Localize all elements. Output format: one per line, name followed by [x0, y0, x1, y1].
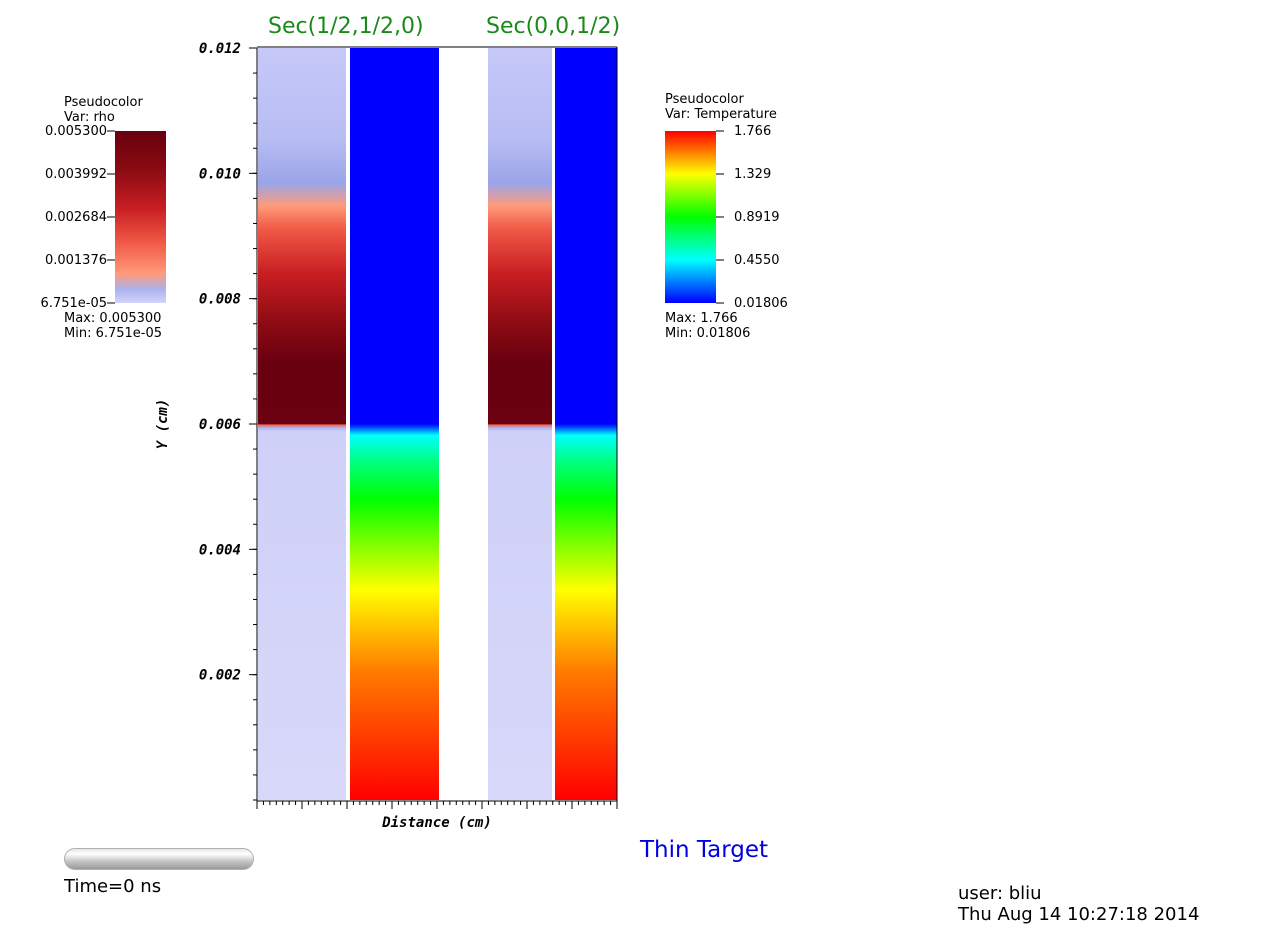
y-axis-tick-labels: 0.012 0.010 0.008 0.006 0.004 0.002	[199, 41, 241, 684]
y-axis-label: Y (cm)	[155, 399, 171, 450]
temperature-legend-var: Var: Temperature	[665, 107, 777, 122]
rho-strip-left	[258, 48, 346, 800]
temperature-legend-ticks	[716, 130, 724, 304]
section-title-right: Sec(0,0,1/2)	[486, 14, 621, 39]
rho-legend-max: Max: 0.005300	[64, 311, 162, 326]
rho-legend-tick-label: 0.005300	[44, 124, 107, 139]
temperature-legend-colorbar	[665, 131, 716, 303]
temperature-legend-tick-label: 1.766	[734, 124, 772, 139]
temperature-legend-tick-label: 0.4550	[734, 253, 780, 268]
rho-legend-colorbar	[115, 131, 166, 303]
temperature-legend-max: Max: 1.766	[665, 311, 738, 326]
time-slider-bar[interactable]	[64, 848, 254, 870]
rho-legend-min: Min: 6.751e-05	[64, 326, 163, 341]
date-label: Thu Aug 14 10:27:18 2014	[958, 904, 1200, 925]
temperature-legend-title: Pseudocolor	[665, 92, 744, 107]
y-tick-label: 0.002	[199, 668, 241, 684]
temperature-legend-tick-label: 0.01806	[734, 296, 788, 311]
rho-legend-tick-label: 0.003992	[44, 167, 107, 182]
y-tick-label: 0.006	[199, 417, 241, 433]
y-tick-label: 0.008	[199, 292, 241, 308]
temperature-legend-tick-label: 0.8919	[734, 210, 780, 225]
rho-legend-title: Pseudocolor	[64, 95, 143, 110]
temperature-strip-left	[350, 48, 439, 800]
section-title-left: Sec(1/2,1/2,0)	[268, 14, 424, 39]
time-label: Time=0 ns	[64, 876, 162, 897]
y-tick-label: 0.010	[199, 166, 241, 182]
rho-legend-var: Var: rho	[64, 110, 115, 125]
rho-legend-tick-label: 6.751e-05	[40, 296, 107, 311]
rho-legend-tick-label: 0.001376	[44, 253, 107, 268]
rho-legend-tick-label: 0.002684	[44, 210, 107, 225]
rho-legend-ticks	[107, 130, 115, 304]
temperature-strip-right	[555, 48, 617, 800]
temperature-legend-tick-label: 1.329	[734, 167, 772, 182]
user-label: user: bliu	[958, 883, 1042, 904]
rho-strip-right	[488, 48, 552, 800]
y-tick-label: 0.004	[199, 542, 241, 558]
x-axis-label: Distance (cm)	[381, 815, 492, 831]
y-tick-label: 0.012	[199, 41, 241, 57]
annotation-title: Thin Target	[640, 837, 769, 863]
temperature-legend-min: Min: 0.01806	[665, 326, 751, 341]
x-axis-ticks	[256, 801, 618, 809]
y-axis-ticks	[249, 47, 257, 801]
